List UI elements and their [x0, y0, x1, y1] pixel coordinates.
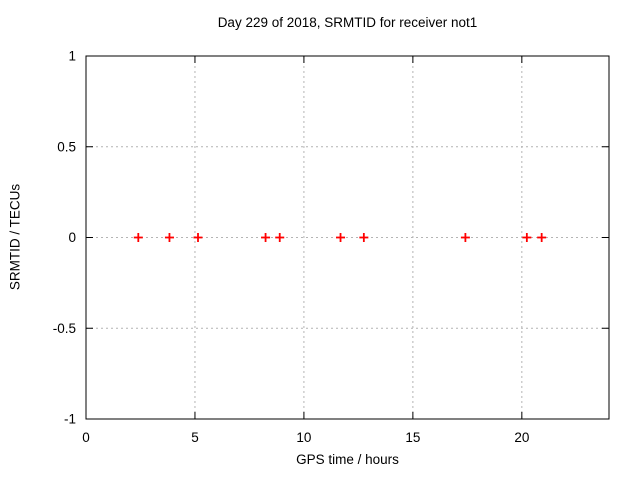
- y-tick-label: -0.5: [53, 321, 76, 336]
- y-tick-label: 1: [68, 49, 76, 64]
- x-tick-label: 10: [296, 430, 311, 445]
- x-tick-label: 5: [191, 430, 199, 445]
- y-tick-label: 0: [68, 230, 76, 245]
- x-tick-label: 20: [514, 430, 529, 445]
- y-tick-label: 0.5: [57, 139, 76, 154]
- x-tick-label: 0: [82, 430, 90, 445]
- x-axis-label: GPS time / hours: [296, 452, 399, 467]
- chart-title: Day 229 of 2018, SRMTID for receiver not…: [217, 15, 478, 30]
- y-tick-label: -1: [64, 412, 76, 427]
- x-tick-label: 15: [405, 430, 420, 445]
- plot-border: [85, 55, 610, 420]
